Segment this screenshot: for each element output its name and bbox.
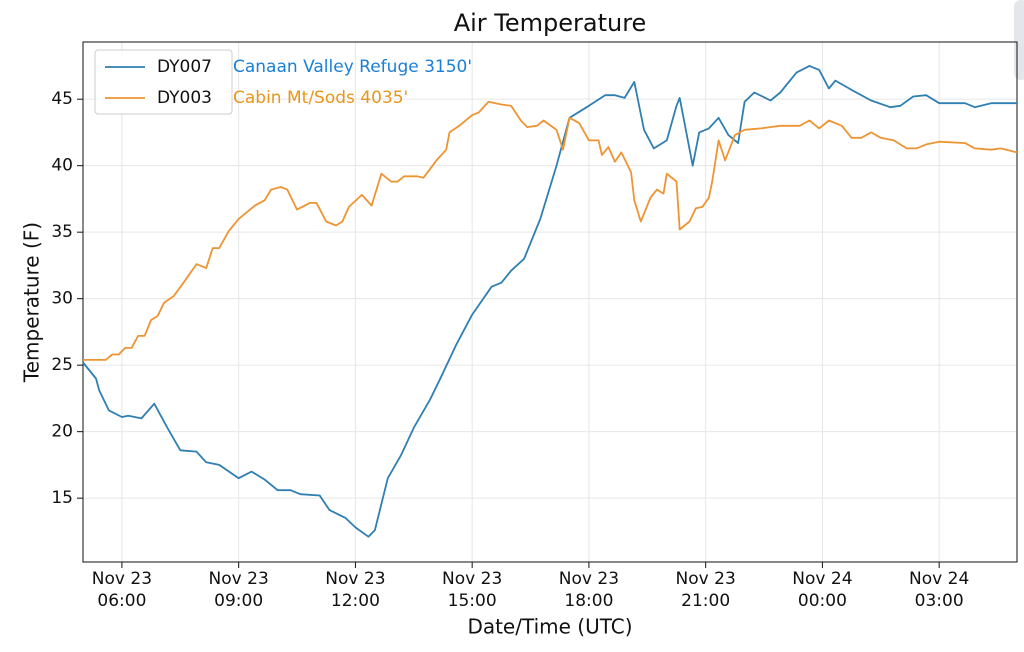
x-tick-label: Nov 23 12:00 — [325, 569, 386, 611]
y-tick-label: 30 — [51, 289, 73, 309]
x-tick-label: Nov 23 06:00 — [91, 569, 153, 611]
y-tick-label: 45 — [51, 89, 73, 109]
x-axis-label: Date/Time (UTC) — [467, 615, 632, 639]
annotation: Cabin Mt/Sods 4035' — [233, 88, 408, 108]
y-tick-label: 20 — [51, 422, 73, 442]
x-tick-label: Nov 23 18:00 — [558, 569, 620, 611]
x-tick-label: Nov 24 03:00 — [909, 569, 970, 611]
y-tick-label: 15 — [51, 488, 73, 508]
x-tick-label: Nov 23 09:00 — [208, 569, 269, 611]
y-tick-label: 25 — [51, 355, 73, 375]
annotation: Canaan Valley Refuge 3150' — [233, 57, 472, 77]
y-axis-label: Temperature (F) — [20, 222, 44, 383]
legend-label: DY003 — [157, 88, 212, 108]
series-line — [83, 100, 1018, 361]
scrollbar — [1014, 0, 1024, 80]
series-line — [82, 65, 1017, 538]
plot-frame — [82, 41, 1018, 563]
x-tick-label: Nov 24 00:00 — [792, 569, 853, 611]
chart-title: Air Temperature — [454, 9, 647, 37]
y-tick-label: 35 — [51, 222, 73, 242]
x-tick-label: Nov 23 15:00 — [442, 569, 503, 611]
legend-label: DY007 — [157, 57, 212, 77]
y-tick-label: 40 — [51, 156, 73, 176]
x-tick-label: Nov 23 21:00 — [675, 569, 736, 611]
